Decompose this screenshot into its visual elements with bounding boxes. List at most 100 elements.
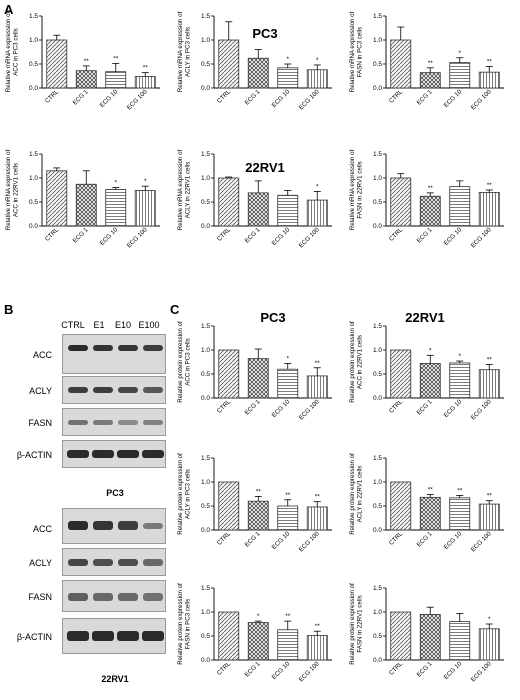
x-tick-label: ECG 100 [470,88,493,111]
y-tick-label: 0.5 [373,199,382,206]
lane-label: E100 [138,320,160,330]
y-axis-label-line: FASN in 22RV1 cells [357,161,364,218]
bar [75,70,97,89]
y-axis-label: Relative protein expression ofACLY in PC… [177,453,192,535]
significance-marker: ** [428,185,434,192]
blot-band [117,631,139,641]
y-axis-label-line: Relative protein expression of [177,321,184,403]
significance-marker: ** [285,492,291,499]
x-tick-label: CTRL [388,398,405,415]
bar [218,177,240,227]
bar [46,170,68,227]
x-tick-label: ECG 1 [72,88,90,106]
bar [449,186,471,227]
blot-band [93,345,113,351]
y-tick-label: 1.5 [201,151,210,158]
y-axis-label-line: Relative protein expression of [177,453,184,535]
title-22rv1-protein: 22RV1 [405,310,445,325]
bar [218,349,240,399]
y-tick-label: 0.5 [29,199,38,206]
y-tick-label: 1.5 [373,585,382,592]
bar [419,614,441,661]
x-tick-label: ECG 1 [72,226,90,244]
y-tick-label: 1.0 [201,175,210,182]
blot-band [143,559,163,566]
bar [419,195,441,227]
significance-marker: ** [457,487,463,494]
y-axis-label-line: Relative mRNA expression of [177,11,184,92]
x-tick-label: ECG 100 [298,530,321,553]
y-tick-label: 0.0 [373,527,382,534]
significance-marker: * [316,183,319,190]
bar [390,349,412,399]
blot-row-label: ACLY [29,558,52,568]
y-tick-label: 1.5 [201,13,210,20]
x-tick-label: ECG 10 [271,660,292,681]
bar [277,67,299,89]
y-tick-label: 1.5 [29,151,38,158]
y-axis-label: Relative protein expression ofFASN in PC… [177,583,192,665]
y-tick-label: 0.0 [201,657,210,664]
blot-band [93,521,113,530]
bar [390,177,412,227]
significance-marker: * [458,353,461,360]
blot-row-label: ACC [32,524,52,534]
x-tick-label: ECG 10 [443,226,464,247]
y-tick-label: 0.0 [373,223,382,230]
y-tick-label: 0.5 [29,61,38,68]
x-tick-label: ECG 100 [470,226,493,249]
y-tick-label: 1.0 [201,479,210,486]
chart-acly-protein-pc3: Relative protein expression ofACLY in PC… [177,453,332,553]
significance-marker: * [458,50,461,57]
x-tick-label: ECG 10 [443,660,464,681]
bar [247,358,269,399]
y-axis-label: Relative protein expression ofACLY in 22… [349,453,364,535]
bar [390,481,412,531]
x-tick-label: ECG 10 [271,226,292,247]
lane-label: E1 [93,320,105,330]
blot-row-label: FASN [28,592,52,602]
bar [306,506,328,531]
y-axis-label-line: Relative mRNA expression of [177,149,184,230]
x-tick-label: ECG 100 [470,398,493,421]
blot-row-label: ACC [32,350,52,360]
lane-label: E10 [114,320,131,330]
bar [449,621,471,661]
y-tick-label: 1.5 [373,151,382,158]
blot-band [92,450,114,458]
y-tick-label: 0.5 [201,371,210,378]
x-tick-label: ECG 10 [271,398,292,419]
chart-fasn-protein-pc3: Relative protein expression ofFASN in PC… [177,583,332,683]
blot-cell-line-label: PC3 [106,488,124,498]
x-tick-label: CTRL [216,530,233,547]
y-tick-label: 0.5 [201,199,210,206]
significance-marker: ** [84,58,90,65]
bar [478,503,500,531]
x-tick-label: CTRL [216,226,233,243]
chart-fasn-mrna-22rv1: Relative mRNA expression ofFASN in 22RV1… [349,149,504,249]
x-tick-label: ECG 1 [244,226,262,244]
x-tick-label: ECG 100 [470,530,493,553]
y-tick-label: 0.5 [373,633,382,640]
bar [390,39,412,89]
blot-band [143,345,163,351]
significance-marker: ** [256,488,262,495]
bar [105,189,127,227]
bar [46,39,68,89]
y-tick-label: 1.5 [201,455,210,462]
y-tick-label: 1.0 [373,175,382,182]
y-tick-label: 1.0 [373,479,382,486]
blot-row-label: β-ACTIN [16,450,52,460]
y-tick-label: 0.0 [201,223,210,230]
blot-band [142,450,164,458]
bar [449,497,471,531]
bar [134,76,156,89]
bar [277,505,299,531]
panel-letter-c: C [170,302,180,317]
y-axis-label-line: ACLY in PC3 cells [185,469,192,519]
y-tick-label: 0.0 [373,85,382,92]
y-axis-label: Relative mRNA expression ofFASN in PC3 c… [349,11,364,92]
blot-strip-acc [62,334,166,374]
y-tick-label: 1.0 [201,347,210,354]
blot-strip-actin [62,440,166,468]
